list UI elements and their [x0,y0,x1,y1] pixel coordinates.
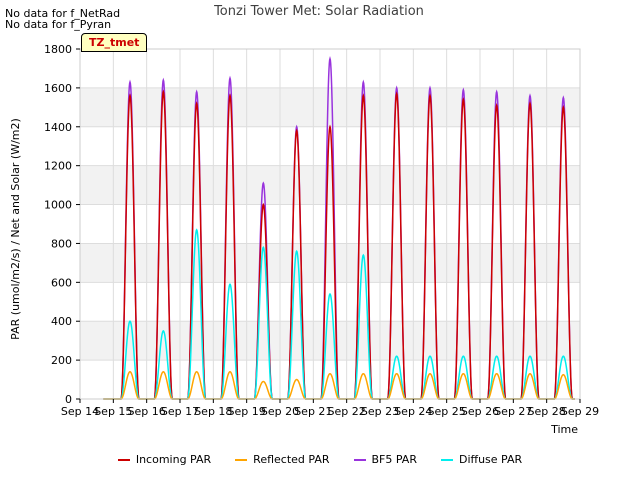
legend-swatch-diffuse-par [440,458,453,461]
x-tick-label: Sep 27 [494,405,532,418]
x-tick-label: Sep 25 [428,405,466,418]
x-tick-label: Sep 23 [361,405,399,418]
y-tick-labels: 0 200 400 600 800 1000 1200 1400 1600 1800 [44,43,80,406]
x-tick-label: Sep 26 [461,405,499,418]
y-tick-label: 0 [65,393,72,406]
x-tick-label: Sep 21 [294,405,332,418]
y-axis-label: PAR (umol/m2/s) / Net and Solar (W/m2) [9,118,22,340]
x-tick-label: Sep 17 [161,405,199,418]
y-tick-label: 1600 [44,82,72,95]
site-badge: TZ_tmet [81,33,148,52]
grid-band [80,243,580,283]
chart-title: Tonzi Tower Met: Solar Radiation [213,4,424,19]
x-tick-label: Sep 15 [94,405,132,418]
legend-label-diffuse-par: Diffuse PAR [458,453,523,466]
x-tick-label: Sep 24 [394,405,432,418]
legend-item-diffuse-par: Diffuse PAR [440,453,523,466]
y-tick-label: 200 [51,354,72,367]
y-tick-label: 800 [51,237,72,250]
grid-band [80,87,580,127]
x-tick-label: Sep 18 [194,405,232,418]
y-tick-label: 1400 [44,121,72,134]
x-tick-label: Sep 16 [128,405,166,418]
no-data-note-netrad: No data for f_NetRad [5,7,121,20]
legend: Incoming PAR Reflected PAR BF5 PAR Diffu… [0,453,640,466]
y-tick-label: 400 [51,315,72,328]
legend-swatch-bf5-par [353,458,366,461]
legend-label-bf5-par: BF5 PAR [371,453,417,466]
y-tick-label: 1800 [44,43,72,56]
no-data-note-pyran: No data for f_Pyran [5,18,112,31]
grid-band [80,165,580,205]
legend-item-bf5-par: BF5 PAR [353,453,417,466]
grid-band [80,321,580,361]
y-tick-label: 600 [51,276,72,289]
legend-swatch-reflected-par [235,458,248,461]
legend-label-incoming-par: Incoming PAR [135,453,212,466]
plot-frame [79,48,581,400]
legend-label-reflected-par: Reflected PAR [253,453,330,466]
x-tick-label: Sep 22 [328,405,366,418]
legend-swatch-incoming-par [117,458,130,461]
x-tick-label: Sep 29 [561,405,599,418]
y-tick-label: 1200 [44,160,72,173]
x-tick-label: Sep 14 [61,405,99,418]
x-tick-label: Sep 28 [528,405,566,418]
x-tick-label: Sep 20 [261,405,299,418]
legend-item-reflected-par: Reflected PAR [235,453,330,466]
x-axis-label: Time [550,423,578,436]
y-tick-label: 1000 [44,199,72,212]
legend-item-incoming-par: Incoming PAR [117,453,212,466]
x-tick-label: Sep 19 [228,405,266,418]
